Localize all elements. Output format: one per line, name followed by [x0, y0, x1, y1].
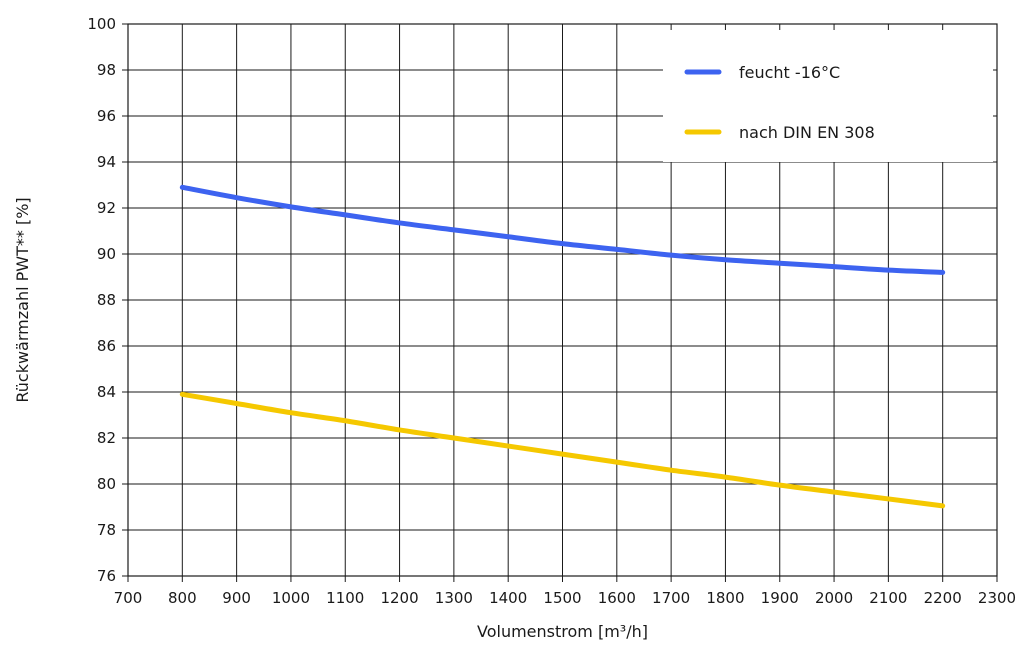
x-tick-label: 1700: [652, 589, 690, 607]
y-tick-label: 76: [97, 567, 116, 585]
legend-background: [663, 30, 993, 162]
x-tick-label: 900: [222, 589, 251, 607]
y-tick-label: 86: [97, 337, 116, 355]
x-tick-label: 1400: [489, 589, 527, 607]
y-tick-label: 88: [97, 291, 116, 309]
x-tick-label: 800: [168, 589, 197, 607]
y-axis-tick-labels: 76 78 80 82 84 86 88 90 92 94 96 98 100: [87, 15, 116, 585]
x-tick-label: 2000: [815, 589, 853, 607]
x-tick-label: 1600: [598, 589, 636, 607]
x-tick-label: 1500: [543, 589, 581, 607]
y-tick-label: 78: [97, 521, 116, 539]
y-tick-label: 96: [97, 107, 116, 125]
legend-label: nach DIN EN 308: [739, 123, 875, 142]
y-tick-label: 80: [97, 475, 116, 493]
x-tick-label: 1300: [435, 589, 473, 607]
y-tick-label: 84: [97, 383, 116, 401]
y-tick-label: 90: [97, 245, 116, 263]
legend: feucht -16°C nach DIN EN 308: [663, 30, 993, 162]
y-tick-label: 98: [97, 61, 116, 79]
x-tick-label: 2100: [869, 589, 907, 607]
x-tick-label: 1800: [706, 589, 744, 607]
x-axis-tick-labels: 700 800 900 1000 1100 1200 1300 1400 1500 1600 170…: [114, 589, 1016, 607]
x-tick-label: 1200: [380, 589, 418, 607]
x-tick-label: 2200: [924, 589, 962, 607]
x-tick-label: 2300: [978, 589, 1016, 607]
plot-frame: [127, 23, 998, 577]
x-tick-label: 1900: [761, 589, 799, 607]
grid: [122, 23, 998, 582]
y-tick-label: 82: [97, 429, 116, 447]
x-tick-label: 1100: [326, 589, 364, 607]
series-line-0: [179, 184, 946, 275]
x-axis-title: Volumenstrom [m³/h]: [477, 622, 648, 641]
y-axis-title: Rückwärmzahl PWT** [%]: [13, 197, 32, 402]
series-line-1: [179, 391, 946, 509]
y-tick-label: 92: [97, 199, 116, 217]
series-lines: [179, 184, 946, 509]
x-tick-label: 700: [114, 589, 143, 607]
y-tick-label: 94: [97, 153, 116, 171]
y-tick-label: 100: [87, 15, 116, 33]
legend-label: feucht -16°C: [739, 63, 840, 82]
x-tick-label: 1000: [272, 589, 310, 607]
